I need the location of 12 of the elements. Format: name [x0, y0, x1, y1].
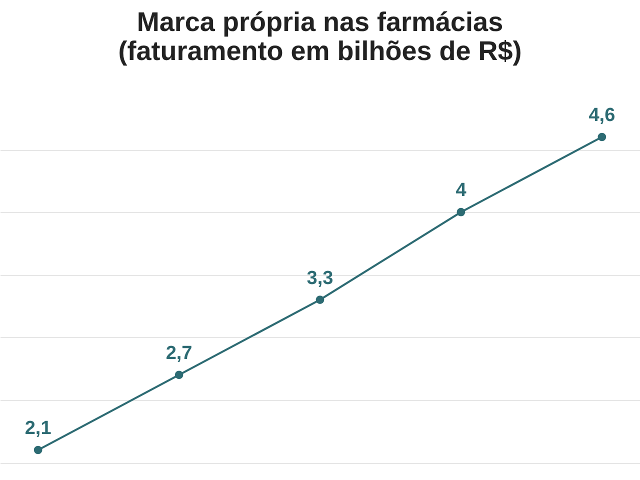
text: (faturamento em bilhões de R$)	[118, 36, 522, 66]
point	[598, 132, 606, 142]
text: Marca própria nas farmácias	[136, 7, 504, 37]
data-label: 3,3	[306, 268, 334, 289]
data-label: 2,7	[166, 342, 192, 364]
point	[456, 208, 466, 216]
point	[316, 296, 324, 304]
point	[174, 370, 184, 380]
data-label: 4	[456, 180, 467, 202]
point	[34, 446, 42, 454]
data-label: 4,6	[588, 105, 616, 126]
data-label: 2,1	[24, 418, 52, 439]
